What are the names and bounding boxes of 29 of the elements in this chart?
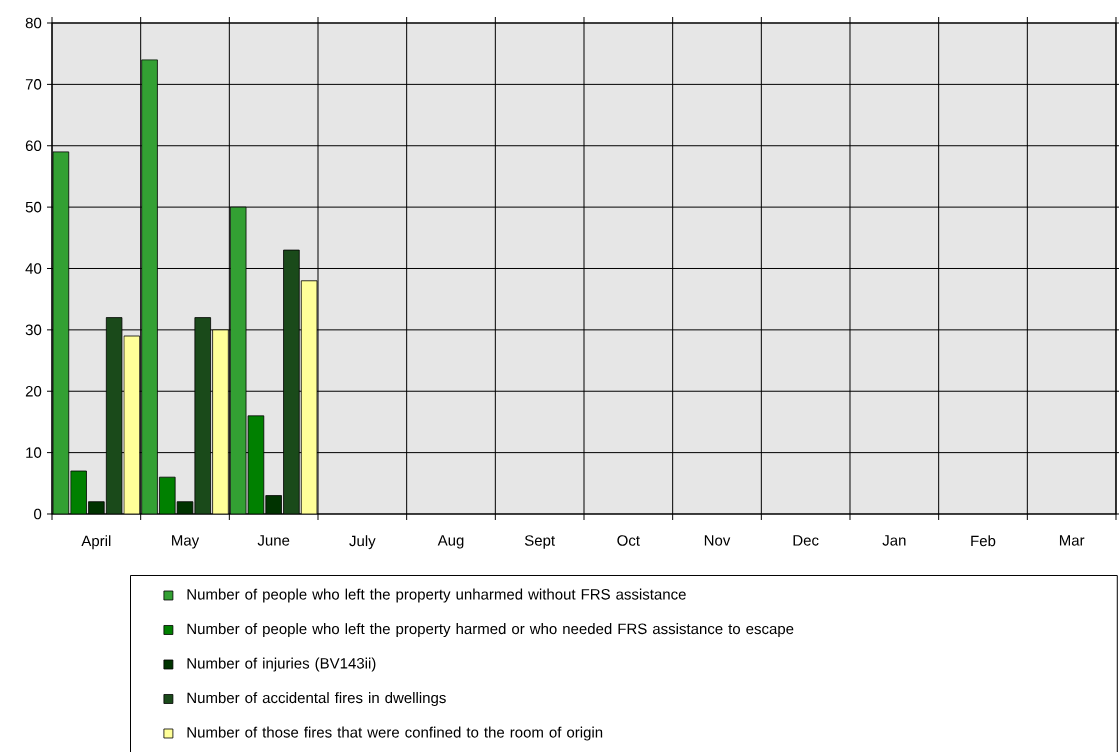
y-tick-label: 10	[26, 447, 42, 458]
legend-label: Number of those fires that were confined to the room of origin	[187, 726, 603, 741]
x-tick-label: June	[257, 535, 290, 546]
x-tick-label: Feb	[971, 535, 996, 547]
bar	[212, 329, 229, 514]
bar	[283, 249, 300, 514]
legend-label: Number of injuries (BV143ii)	[187, 657, 376, 672]
y-tick-label: 50	[25, 201, 42, 213]
x-tick-label: July	[349, 535, 376, 550]
legend-label: Number of people who left the property harmed or who needed FRS assistance to escape	[187, 623, 794, 638]
y-tick-label: 70	[25, 79, 42, 90]
x-tick-label: Dec	[793, 535, 819, 546]
x-tick-label: Jan	[882, 535, 906, 546]
y-tick-label: 80	[25, 17, 42, 29]
y-tick-label: 20	[25, 385, 42, 397]
x-tick-label: Aug	[437, 535, 464, 549]
x-tick-label: Oct	[617, 535, 640, 546]
x-tick-label: Mar	[1059, 535, 1085, 546]
bar	[70, 470, 87, 514]
legend-label: Number of people who left the property unharmed without FRS assistance	[187, 588, 686, 603]
y-tick-label: 60	[25, 140, 42, 152]
y-tick-label: 0	[34, 508, 42, 520]
y-tick-label: 40	[25, 263, 42, 274]
x-tick-label: Sept	[524, 535, 555, 549]
x-tick-label: Nov	[704, 535, 731, 546]
legend-label: Number of accidental fires in dwellings	[187, 692, 446, 707]
y-tick-label: 30	[25, 324, 42, 336]
x-tick-label: May	[172, 535, 200, 549]
x-tick-label: April	[81, 535, 111, 550]
